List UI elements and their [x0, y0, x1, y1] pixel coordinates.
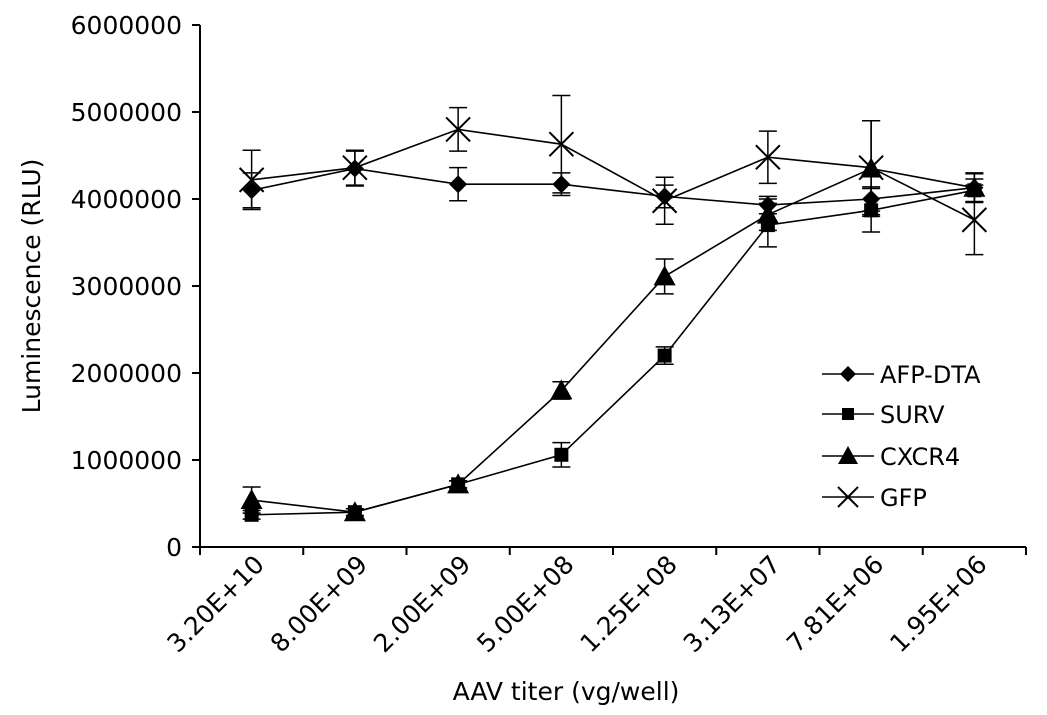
- series-surv: [242, 178, 984, 522]
- legend-square-marker: [842, 408, 854, 420]
- x-tick-label: 2.00E+09: [368, 550, 476, 658]
- x-tick-label: 3.13E+07: [678, 550, 786, 658]
- y-tick-label: 4000000: [71, 185, 182, 214]
- legend-diamond-marker: [840, 366, 856, 382]
- data-point-x: [445, 116, 471, 143]
- series-line: [251, 167, 975, 206]
- data-point-x: [238, 167, 265, 193]
- data-point-triangle: [653, 265, 676, 286]
- series-line: [251, 189, 975, 516]
- data-point-x: [961, 207, 988, 233]
- y-tick-label: 3000000: [71, 272, 182, 301]
- series-layer: [238, 94, 988, 522]
- legend: AFP-DTA SURV CXCR4 GFP: [822, 361, 981, 512]
- x-axis-title: AAV titer (vg/well): [453, 677, 680, 706]
- legend-item-cxcr4: CXCR4: [822, 443, 960, 471]
- legend-x-marker: [837, 486, 859, 508]
- data-point-x: [755, 144, 781, 170]
- legend-label-cxcr4: CXCR4: [880, 443, 960, 471]
- data-point-triangle: [447, 473, 470, 494]
- data-point-square: [657, 348, 672, 363]
- y-tick-label: 1000000: [71, 446, 182, 475]
- series-gfp: [238, 94, 988, 256]
- y-tick-label: 2000000: [71, 359, 182, 388]
- y-ticks: 0 1000000 2000000 3000000 4000000 5000000 6000…: [71, 11, 200, 562]
- data-point-triangle: [550, 379, 573, 400]
- data-point-x: [651, 188, 678, 214]
- legend-item-afp-dta: AFP-DTA: [822, 361, 981, 389]
- x-ticks: 3.20E+108.00E+092.00E+095.00E+081.25E+08…: [162, 547, 1027, 658]
- data-point-x: [342, 154, 368, 181]
- y-tick-label: 6000000: [71, 11, 182, 40]
- legend-label-afp-dta: AFP-DTA: [880, 361, 981, 389]
- data-point-x: [858, 154, 884, 181]
- data-point-square: [244, 507, 259, 522]
- series-line: [251, 167, 975, 514]
- legend-triangle-marker: [838, 446, 858, 464]
- data-point-x: [548, 131, 575, 157]
- legend-label-surv: SURV: [880, 401, 945, 429]
- x-tick-label: 5.00E+08: [471, 550, 579, 658]
- data-point-diamond: [449, 175, 468, 194]
- x-tick-label: 3.20E+10: [162, 550, 270, 658]
- data-point-triangle: [756, 203, 779, 224]
- series-cxcr4: [240, 119, 986, 522]
- data-point-square: [554, 447, 569, 462]
- legend-label-gfp: GFP: [880, 484, 927, 512]
- legend-item-gfp: GFP: [822, 484, 927, 512]
- y-tick-label: 5000000: [71, 98, 182, 127]
- series-line: [251, 128, 975, 221]
- x-tick-label: 1.25E+08: [575, 550, 683, 658]
- x-tick-label: 7.81E+06: [781, 550, 889, 658]
- y-axis-title: Luminescence (RLU): [17, 159, 46, 414]
- data-point-triangle: [343, 501, 366, 522]
- legend-item-surv: SURV: [822, 401, 945, 429]
- y-tick-label: 0: [166, 533, 182, 562]
- x-tick-label: 1.95E+06: [884, 550, 992, 658]
- data-point-triangle: [240, 489, 263, 510]
- x-tick-label: 8.00E+09: [265, 550, 373, 658]
